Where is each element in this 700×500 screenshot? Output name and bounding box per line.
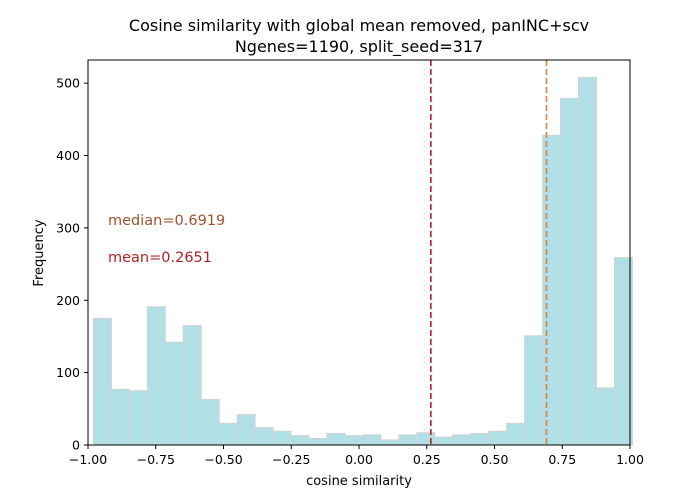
histogram-bar [506, 422, 526, 446]
histogram-bar [218, 422, 238, 446]
x-tick-label: −0.50 [204, 452, 242, 467]
y-tick-label: 200 [56, 293, 80, 308]
x-tick-label: 0.75 [548, 452, 576, 467]
y-tick-label: 500 [56, 76, 80, 91]
x-tick-label: 1.00 [616, 452, 644, 467]
histogram-bar [416, 432, 436, 446]
histogram-bar [560, 97, 580, 446]
median-annotation: median=0.6919 [108, 213, 225, 229]
histogram-bar [182, 325, 202, 446]
y-axis-ticks: 0 100 200 300 400 500 [56, 76, 88, 453]
histogram-bar [308, 437, 328, 446]
histogram-bar [128, 390, 148, 446]
x-axis-label: cosine similarity [306, 474, 412, 489]
histogram-bar [110, 388, 130, 446]
histogram-bar [254, 427, 274, 446]
x-axis-ticks: −1.00 −0.75 −0.50 −0.25 0.00 0.25 0.50 0.75 1.00 [69, 445, 644, 467]
histogram-bar [434, 436, 454, 446]
histogram-bar [578, 76, 598, 446]
y-tick-label: 300 [56, 220, 80, 235]
bars-group [92, 76, 633, 446]
histogram-bar [596, 387, 615, 446]
histogram-bar [542, 134, 562, 446]
x-tick-label: −0.75 [137, 452, 175, 467]
histogram-bar [146, 306, 166, 446]
histogram-bar [344, 435, 364, 446]
x-tick-label: 0.25 [413, 452, 441, 467]
x-tick-label: −1.00 [69, 452, 107, 467]
histogram-bar [272, 430, 292, 446]
histogram-bar [380, 439, 400, 446]
histogram-bar [92, 317, 112, 446]
x-tick-label: 0.00 [345, 452, 373, 467]
histogram-bar [200, 398, 220, 446]
x-tick-label: 0.50 [481, 452, 509, 467]
chart-title: Cosine similarity with global mean remov… [129, 16, 589, 35]
histogram-bar [164, 341, 184, 446]
x-tick-label: −0.25 [272, 452, 310, 467]
chart-subtitle: Ngenes=1190, split_seed=317 [235, 37, 483, 57]
histogram-bar [452, 434, 472, 446]
histogram-bar [362, 434, 382, 446]
histogram-bar [398, 434, 418, 446]
mean-annotation: mean=0.2651 [108, 250, 212, 266]
histogram-bar [470, 432, 490, 446]
y-tick-label: 0 [72, 438, 80, 453]
histogram-bar [488, 430, 508, 446]
y-tick-label: 100 [56, 365, 80, 380]
histogram-bar [290, 435, 310, 446]
y-tick-label: 400 [56, 148, 80, 163]
histogram-bar [524, 335, 544, 446]
histogram-bar [326, 432, 346, 446]
y-axis-label: Frequency [32, 219, 47, 286]
reference-lines [430, 60, 548, 445]
histogram-bar [236, 414, 256, 446]
